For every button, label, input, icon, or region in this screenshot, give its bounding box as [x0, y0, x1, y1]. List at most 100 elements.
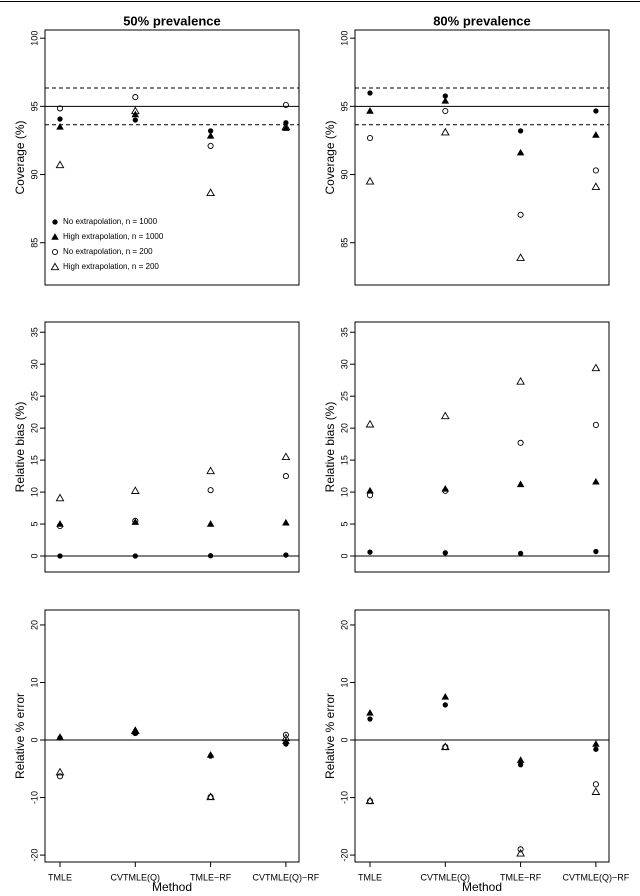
legend-marker — [51, 233, 59, 240]
point — [131, 110, 140, 118]
y-axis-label: Coverage (%) — [323, 120, 337, 194]
point — [442, 550, 448, 556]
x-tick-label: TMLE−RF — [190, 872, 232, 882]
point — [130, 486, 140, 494]
point — [440, 742, 450, 751]
point — [366, 709, 374, 716]
point — [282, 101, 289, 109]
y-tick-label: 20 — [29, 423, 39, 433]
point — [517, 762, 524, 768]
point — [441, 692, 450, 700]
x-tick-label: TMLE−RF — [500, 872, 542, 882]
point — [56, 522, 64, 530]
x-tick-label: CVTMLE(Q) — [111, 872, 161, 882]
y-tick-label: 20 — [29, 620, 39, 630]
x-tick-label: CVTMLE(Q) — [421, 872, 471, 882]
point — [206, 792, 215, 801]
point — [55, 160, 65, 169]
point — [282, 518, 290, 526]
point — [56, 773, 64, 780]
y-tick-label: 100 — [339, 31, 349, 46]
y-tick-label: 0 — [339, 554, 349, 559]
y-tick-label: 95 — [29, 101, 39, 111]
point — [207, 553, 214, 559]
x-tick-label: TMLE — [358, 872, 382, 882]
y-tick-label: 100 — [29, 31, 39, 46]
y-tick-label: 85 — [339, 238, 349, 248]
x-tick-label: CVTMLE(Q)−RF — [253, 872, 320, 882]
y-tick-label: -10 — [29, 791, 39, 804]
point — [56, 105, 64, 112]
point — [365, 796, 375, 805]
point — [592, 421, 599, 428]
point — [517, 128, 524, 134]
legend-label: High extrapolation, n = 1000 — [63, 232, 164, 241]
point — [207, 487, 214, 494]
plot-frame — [354, 609, 610, 863]
y-tick-label: 30 — [339, 359, 349, 369]
legend-marker — [50, 262, 60, 271]
panel-title: 80% prevalence — [433, 13, 531, 28]
point — [366, 492, 374, 499]
point — [132, 553, 138, 559]
plot-frame — [44, 29, 300, 286]
y-tick-label: 35 — [29, 327, 39, 337]
point — [55, 493, 65, 502]
y-tick-label: 10 — [339, 487, 349, 497]
point — [592, 167, 599, 174]
point — [441, 97, 450, 104]
y-tick-label: 0 — [29, 738, 39, 743]
point — [592, 131, 600, 138]
y-tick-label: 25 — [339, 391, 349, 401]
point — [442, 107, 449, 115]
point — [592, 740, 600, 747]
y-tick-label: 20 — [339, 423, 349, 433]
y-tick-label: 90 — [339, 170, 349, 180]
legend-label: No extrapolation, n = 1000 — [63, 217, 158, 226]
point — [516, 480, 525, 488]
point — [593, 746, 599, 752]
point — [282, 473, 289, 480]
point — [206, 466, 215, 475]
point — [132, 117, 138, 123]
plot-frame — [354, 29, 610, 286]
point — [591, 787, 601, 795]
x-tick-label: TMLE — [48, 872, 72, 882]
point — [206, 520, 215, 527]
legend-marker — [52, 219, 58, 225]
point — [591, 363, 601, 372]
point — [367, 549, 373, 555]
y-tick-label: 95 — [339, 101, 349, 111]
x-tick-label: CVTMLE(Q)−RF — [563, 872, 630, 882]
point — [593, 108, 599, 114]
point — [516, 148, 525, 156]
point — [130, 106, 140, 115]
point — [281, 733, 291, 742]
y-tick-label: 15 — [339, 455, 349, 465]
point — [281, 452, 291, 461]
plot-frame — [354, 321, 610, 573]
point — [206, 751, 215, 758]
point — [440, 411, 450, 420]
point — [516, 376, 525, 385]
point — [281, 122, 291, 130]
point — [593, 548, 599, 555]
point — [516, 848, 525, 857]
point — [442, 487, 449, 494]
point — [365, 419, 375, 428]
legend-marker — [51, 248, 59, 256]
y-tick-label: 85 — [29, 238, 39, 248]
y-axis-label: Relative bias (%) — [323, 402, 337, 493]
y-tick-label: 0 — [339, 738, 349, 743]
point — [367, 716, 373, 722]
y-tick-label: 15 — [29, 455, 39, 465]
point — [56, 123, 64, 130]
point — [517, 846, 524, 853]
point — [516, 253, 525, 261]
point — [442, 702, 448, 708]
plot-frame — [44, 609, 300, 863]
point — [517, 211, 524, 218]
point — [206, 132, 215, 139]
point — [132, 94, 139, 101]
